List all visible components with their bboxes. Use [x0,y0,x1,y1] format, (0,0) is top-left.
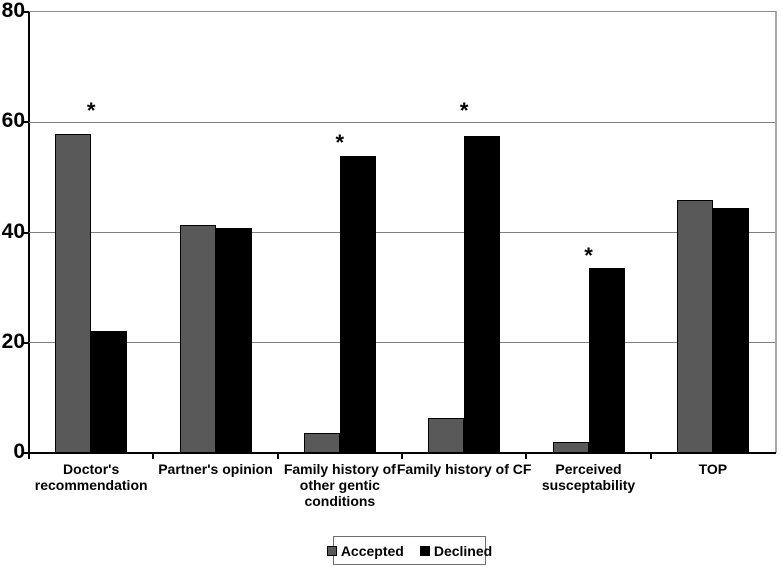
x-axis-label-1: Partner's opinion [158,461,273,477]
x-axis-tick-1 [152,453,155,459]
significance-asterisk-4: * [584,243,593,269]
significance-asterisk-2: * [335,129,345,155]
bar-declined-5 [712,207,749,453]
bar-declined-4 [588,267,625,453]
x-axis-tick-5 [649,453,652,459]
legend-label-accepted: Accepted [340,542,404,559]
bar-declined-1 [215,228,252,453]
bar-accepted-1 [179,225,216,453]
x-axis-label-4: Perceived susceptability [541,461,636,493]
bar-accepted-3 [428,418,465,453]
y-axis-label-80: 80 [1,0,25,22]
accepted-swatch-icon [326,545,337,556]
x-axis-label-3: Family history of CF [396,461,532,477]
y-axis-label-0: 0 [13,440,25,463]
significance-asterisk-3: * [459,97,469,123]
y-axis-tick-40 [22,231,29,234]
bar-accepted-2 [303,433,340,453]
bar-declined-0 [91,331,128,453]
x-axis-tick-2 [276,453,279,459]
bar-accepted-0 [55,134,92,453]
x-axis-tick-3 [401,453,403,459]
legend-item-accepted: Accepted [326,542,404,559]
y-axis-tick-60 [22,121,29,124]
y-axis-tick-20 [22,341,29,344]
legend-item-declined: Declined [419,542,493,559]
legend-label-declined: Declined [433,542,493,559]
y-axis-tick-80 [22,11,29,13]
y-axis-line [28,12,30,459]
y-axis-label-40: 40 [1,219,25,243]
gridline-60 [29,121,775,123]
gridline-20 [29,342,775,344]
bar-declined-2 [339,155,376,453]
gridline-40 [29,232,775,233]
y-axis-label-20: 20 [1,329,25,353]
bar-declined-3 [464,136,501,453]
bar-accepted-5 [676,199,713,453]
y-axis-tick-0 [22,452,29,454]
x-axis-label-2: Family history of other gentic condition… [283,461,396,509]
x-axis-tick-4 [525,453,528,459]
plot-area: * * * * [22,11,777,459]
declined-swatch-icon [419,545,430,556]
significance-asterisk-0: * [86,97,96,123]
y-axis-label-60: 60 [1,109,25,133]
x-axis-label-0: Doctor's recommendation [34,461,148,493]
x-axis-label-5: TOP [698,461,728,477]
bar-accepted-4 [552,441,589,453]
legend: Accepted Declined [326,536,492,565]
